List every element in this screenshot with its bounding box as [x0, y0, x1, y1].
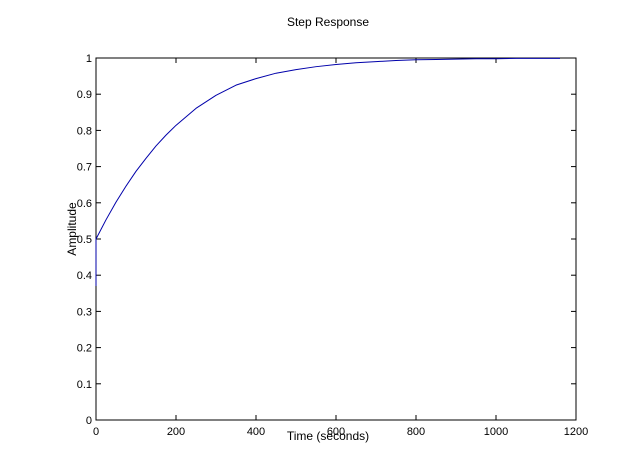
- y-tick-label: 1: [86, 53, 92, 65]
- y-tick-label: 0.8: [77, 125, 92, 137]
- plot-area: [95, 57, 577, 421]
- tick-labels-layer: 0 200 400 600 800 1000 1200 0 0.1 0.2 0.3 0.4 0.5 0.6…: [77, 53, 589, 438]
- x-tick-label: 600: [327, 426, 345, 438]
- y-tick-label: 0.9: [77, 89, 92, 101]
- y-tick-label: 0.5: [77, 234, 92, 246]
- x-axis-title: Time (seconds): [287, 429, 369, 443]
- y-axis-title: Amplitude: [65, 202, 79, 256]
- step-response-line: [95, 57, 560, 287]
- x-tick-label: 200: [167, 426, 185, 438]
- y-tick-label: 0: [86, 415, 92, 427]
- y-tick-label: 0.3: [77, 306, 92, 318]
- y-tick-label: 0.7: [77, 162, 92, 174]
- y-tick-label: 0.6: [77, 198, 92, 210]
- series-layer: [95, 57, 560, 287]
- chart-title: Step Response: [287, 15, 369, 29]
- x-tick-label: 400: [247, 426, 265, 438]
- x-tick-label: 1000: [484, 426, 508, 438]
- y-tick-label: 0.1: [77, 379, 92, 391]
- y-tick-label: 0.4: [77, 270, 92, 282]
- x-tick-label: 800: [407, 426, 425, 438]
- x-tick-label: 1200: [564, 426, 588, 438]
- x-tick-label: 0: [93, 426, 99, 438]
- y-tick-label: 0.2: [77, 343, 92, 355]
- axes-box: [95, 57, 577, 421]
- ticks-layer: [95, 57, 577, 421]
